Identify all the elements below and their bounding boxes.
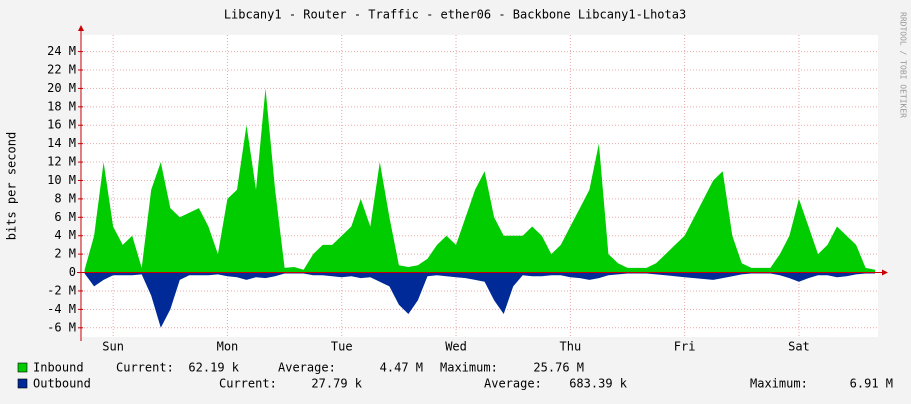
y-tick-label: 0 — [69, 265, 76, 279]
x-tick-label: Sun — [102, 340, 124, 354]
y-tick-label: 4 M — [54, 228, 76, 242]
y-tick-label: 18 M — [47, 99, 76, 113]
legend-stat-label: Average: — [278, 361, 336, 375]
legend-name: Outbound — [33, 377, 91, 391]
legend-stat-value: 62.19 k — [188, 361, 239, 375]
legend-stat-label: Average: — [484, 377, 542, 391]
area-series — [84, 88, 876, 273]
x-tick-label: Sat — [788, 340, 810, 354]
y-tick-label: -4 M — [47, 302, 76, 316]
legend-stat-label: Current: — [116, 361, 174, 375]
legend-stat-value: 683.39 k — [569, 377, 628, 391]
y-axis-arrow — [78, 25, 84, 31]
y-tick-label: 12 M — [47, 155, 76, 169]
x-tick-label: Thu — [560, 340, 582, 354]
y-tick-label: 6 M — [54, 210, 76, 224]
legend-stat-value: 6.91 M — [850, 377, 893, 391]
y-tick-label: 22 M — [47, 62, 76, 76]
chart-title: Libcany1 - Router - Traffic - ether06 - … — [224, 8, 686, 22]
legend-stat-label: Maximum: — [750, 377, 808, 391]
area-series — [84, 272, 876, 328]
legend-swatch — [17, 378, 28, 389]
legend-stat-value: 27.79 k — [311, 377, 362, 391]
legend-stat-label: Maximum: — [440, 361, 498, 375]
y-tick-label: 10 M — [47, 173, 76, 187]
y-axis-label: bits per second — [5, 132, 19, 240]
legend-stat-value: 4.47 M — [380, 361, 423, 375]
legend-name: Inbound — [33, 361, 84, 375]
y-tick-label: 16 M — [47, 118, 76, 132]
watermark: RRDTOOL / TOBI OETIKER — [899, 12, 908, 118]
x-tick-label: Mon — [217, 340, 239, 354]
legend-stat-value: 25.76 M — [533, 361, 584, 375]
y-tick-label: 8 M — [54, 191, 76, 205]
x-axis-arrow — [882, 269, 888, 276]
y-tick-label: -6 M — [47, 320, 76, 334]
legend-stat-label: Current: — [219, 377, 277, 391]
x-tick-label: Fri — [674, 340, 696, 354]
y-tick-label: 24 M — [47, 44, 76, 58]
y-tick-label: 20 M — [47, 81, 76, 95]
y-tick-label: -2 M — [47, 283, 76, 297]
legend-swatch — [17, 362, 28, 373]
y-tick-label: 2 M — [54, 247, 76, 261]
x-tick-label: Wed — [445, 340, 467, 354]
y-tick-label: 14 M — [47, 136, 76, 150]
x-tick-label: Tue — [331, 340, 353, 354]
